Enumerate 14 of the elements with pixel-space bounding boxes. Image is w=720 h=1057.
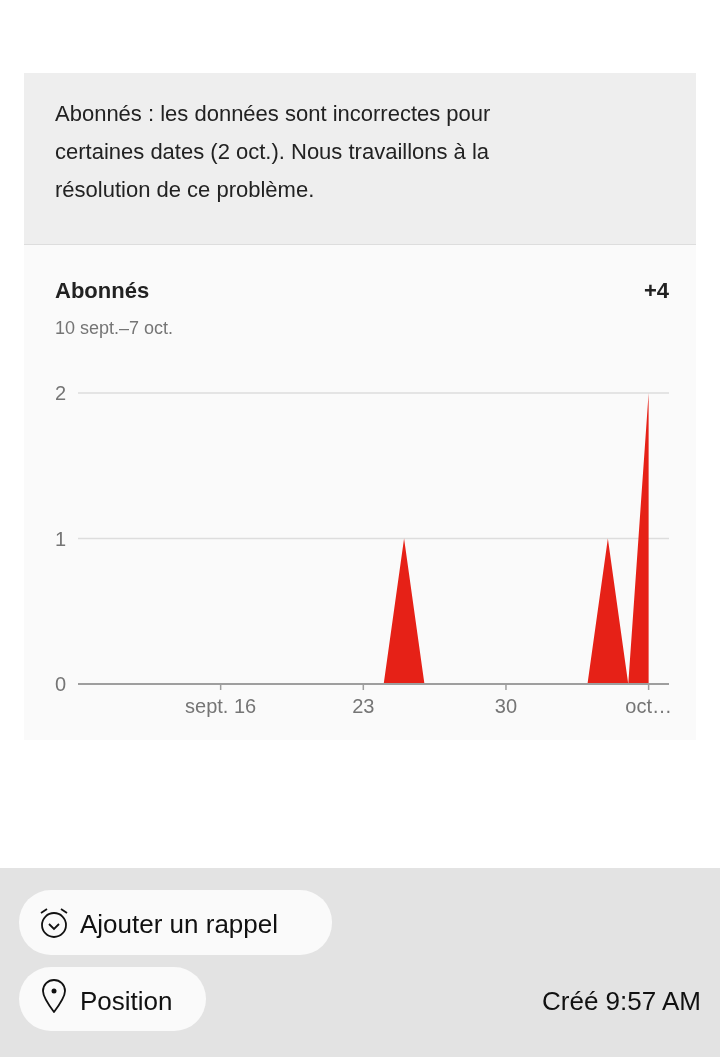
y-tick-label: 1: [54, 527, 66, 550]
text: Créé 9:57 AM: [542, 986, 701, 1016]
chart-title: Abonnés: [55, 278, 150, 303]
chart-subtitle: 10 sept.–7 oct.: [55, 318, 174, 338]
x-tick-label: oct…: [625, 695, 672, 717]
x-tick-label: 30: [494, 695, 518, 717]
text: Ajouter un rappel: [80, 909, 279, 939]
x-tick-label: sept. 16: [185, 695, 257, 717]
text: +4: [643, 278, 670, 303]
x-tick-label: 23: [352, 695, 375, 717]
y-tick-label: 0: [54, 673, 66, 695]
text: Abonnés : les données sont incorrectes pour certaines dates (2 oct.). Nous travaillons à la résolution de ce problème.: [55, 101, 491, 202]
text: Position: [80, 986, 173, 1016]
y-tick-label: 2: [54, 382, 66, 404]
